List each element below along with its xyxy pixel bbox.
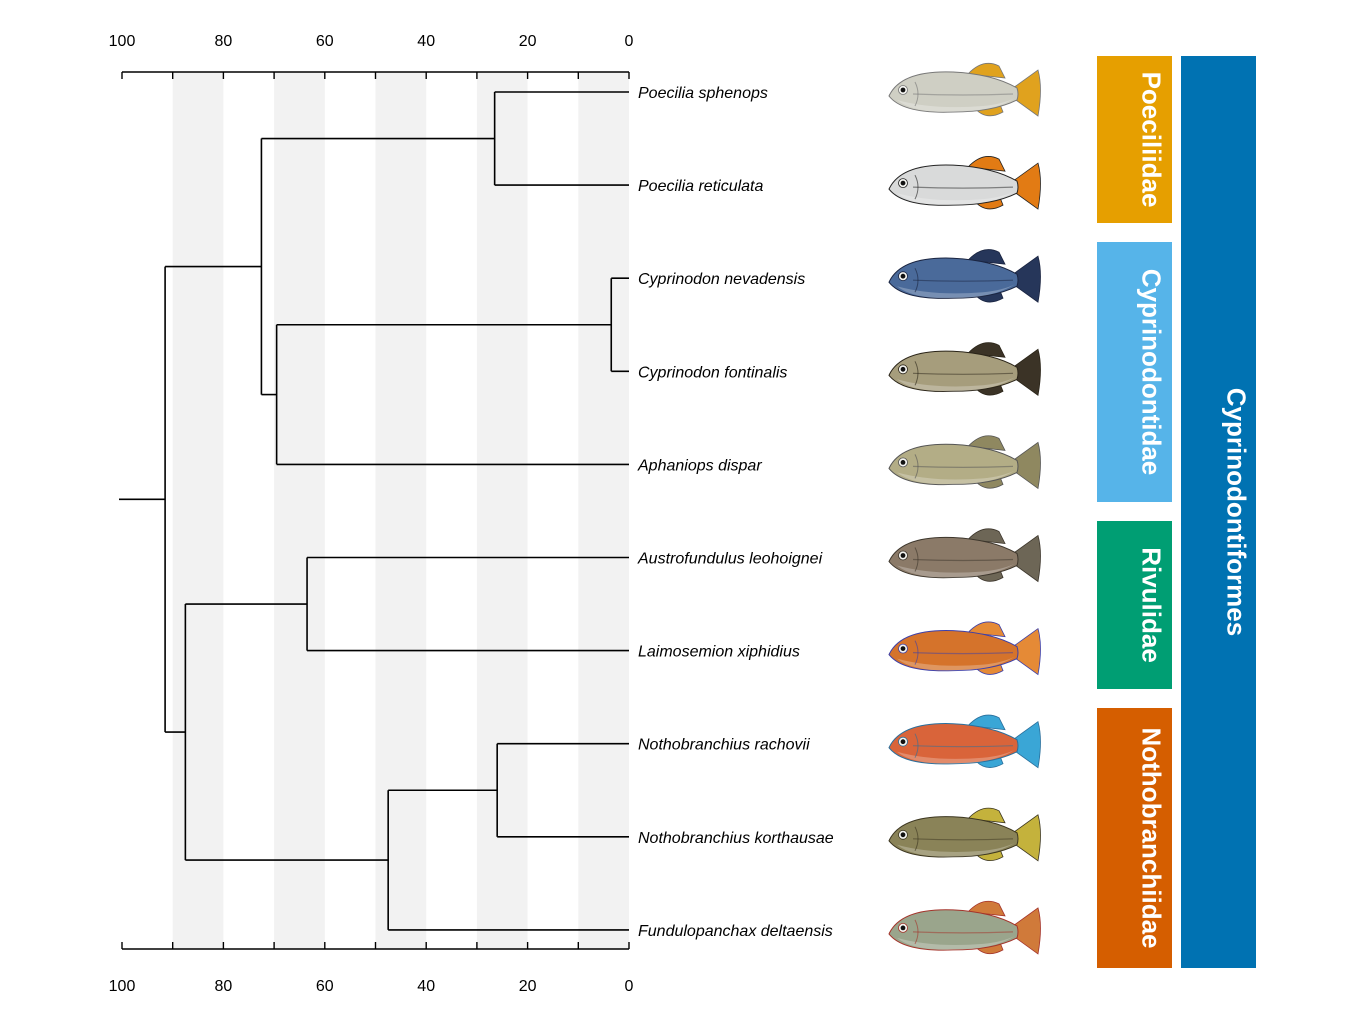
fish-icon [888,621,1041,676]
fish-icon [888,62,1041,117]
grid-band [578,72,629,949]
order-label: Cyprinodontiformes [1222,388,1252,636]
tick-label: 20 [519,978,537,995]
species-label: Poecilia sphenops [638,85,768,102]
species-label: Laimosemion xiphidius [638,644,800,661]
fish-icon [888,249,1041,303]
family-bar: Poeciliidae [1097,56,1172,223]
family-bar-fill [1097,708,1172,968]
species-label: Austrofundulus leohoignei [637,551,823,568]
fish-icon [888,807,1041,862]
species-label: Fundulopanchax deltaensis [638,923,833,940]
order-bar: Cyprinodontiformes [1181,56,1256,968]
fish-illustrations [888,62,1041,955]
tick-label: 0 [625,978,634,995]
fish-icon [888,714,1041,769]
family-bar-fill [1097,242,1172,502]
bottom-axis: 100 80 60 40 20 0 [109,942,634,995]
order-bar-fill [1181,56,1256,968]
tick-label: 40 [417,978,435,995]
grid-band [172,72,224,949]
family-bar: Nothobranchiidae [1097,708,1172,968]
tick-label: 100 [109,33,136,50]
species-label: Nothobranchius rachovii [638,737,810,754]
fish-icon [888,900,1041,955]
family-label: Cyprinodontidae [1137,269,1167,476]
family-label: Nothobranchiidae [1137,727,1167,948]
fish-icon [888,156,1041,210]
tick-label: 80 [215,33,233,50]
grid-band [476,72,528,949]
species-label: Cyprinodon fontinalis [638,364,787,381]
family-bar-fill [1097,56,1172,223]
species-labels: Poecilia sphenops Poecilia reticulata Cypr… [637,85,834,940]
family-bar-fill [1097,521,1172,689]
dendrogram [119,91,629,931]
family-bar: Cyprinodontidae [1097,242,1172,502]
grid-band [274,72,325,949]
tick-label: 60 [316,33,334,50]
family-bar: Rivulidae [1097,521,1172,689]
fish-icon [888,435,1041,490]
species-label: Poecilia reticulata [638,178,764,195]
tick-label: 80 [215,978,233,995]
grid-band [375,72,427,949]
species-label: Nothobranchius korthausae [638,830,834,847]
family-label: Rivulidae [1137,547,1167,663]
background-bands [172,72,629,949]
tick-label: 40 [417,33,435,50]
fish-icon [888,528,1041,583]
species-label: Aphaniops dispar [637,457,762,474]
fish-icon [888,342,1041,396]
species-label: Cyprinodon nevadensis [638,271,805,288]
tick-label: 100 [109,978,136,995]
tick-label: 20 [519,33,537,50]
tick-label: 0 [625,33,634,50]
family-bars: Poeciliidae Cyprinodontidae Rivulidae Notho… [1097,56,1172,968]
top-axis: 100 80 60 40 20 0 [109,33,634,79]
family-label: Poeciliidae [1137,72,1167,208]
tick-label: 60 [316,978,334,995]
